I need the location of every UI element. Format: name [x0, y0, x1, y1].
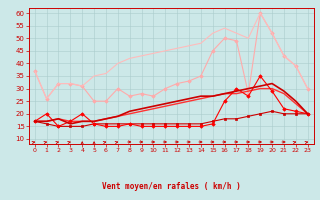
Text: Vent moyen/en rafales ( km/h ): Vent moyen/en rafales ( km/h ): [102, 182, 241, 191]
